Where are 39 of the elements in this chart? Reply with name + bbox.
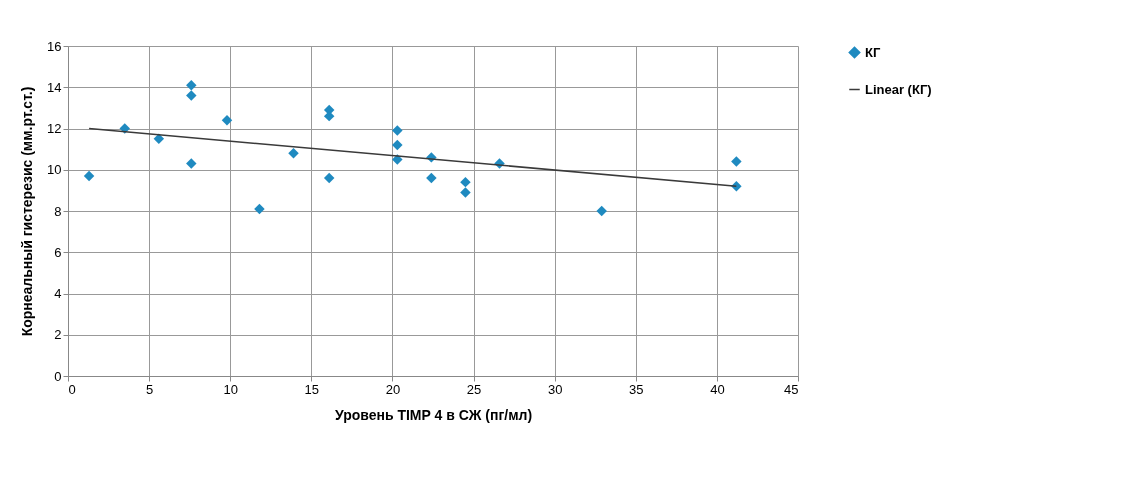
x-tick-label: 35: [629, 381, 644, 397]
point: [323, 172, 335, 184]
point: [186, 79, 197, 91]
y-tick-label: 6: [54, 244, 62, 260]
point: [460, 176, 471, 188]
x-tick-label: 10: [223, 381, 238, 397]
legend-label: Linear (КГ): [865, 81, 932, 97]
point: [596, 205, 607, 217]
y-tick-label: 4: [54, 286, 62, 301]
point: [186, 158, 197, 169]
y-tick-label: 14: [47, 79, 62, 95]
y-axis-title: Корнеальный гистерезис (мм.рт.ст.): [19, 86, 36, 337]
point: [186, 90, 197, 101]
x-tick-label: 40: [710, 381, 725, 397]
x-tick-label: 15: [304, 381, 320, 397]
y-tick-label: 0: [54, 368, 62, 384]
point: [288, 148, 299, 159]
point: [392, 125, 403, 136]
legend-label: КГ: [865, 44, 881, 60]
x-tick-label: 45: [784, 381, 799, 397]
x-axis-title: Уровень TIMP 4 в СЖ (пг/мл): [334, 406, 533, 423]
point: [83, 170, 95, 182]
point: [731, 156, 742, 167]
point: [254, 203, 265, 215]
y-tick-label: 16: [47, 38, 62, 54]
x-tick-label: 20: [385, 381, 401, 397]
y-tick-label: 12: [47, 121, 62, 136]
point: [426, 172, 437, 184]
x-tick-label: 25: [466, 381, 482, 397]
y-tick-label: 2: [54, 327, 62, 343]
x-tick-label: 0: [68, 381, 76, 397]
point: [460, 187, 471, 198]
point: [153, 133, 165, 145]
y-tick-label: 10: [47, 162, 62, 178]
x-tick-label: 5: [145, 381, 154, 397]
point: [392, 139, 403, 151]
point: [221, 115, 233, 126]
x-tick-label: 30: [547, 381, 563, 397]
y-tick-label: 8: [54, 203, 62, 219]
